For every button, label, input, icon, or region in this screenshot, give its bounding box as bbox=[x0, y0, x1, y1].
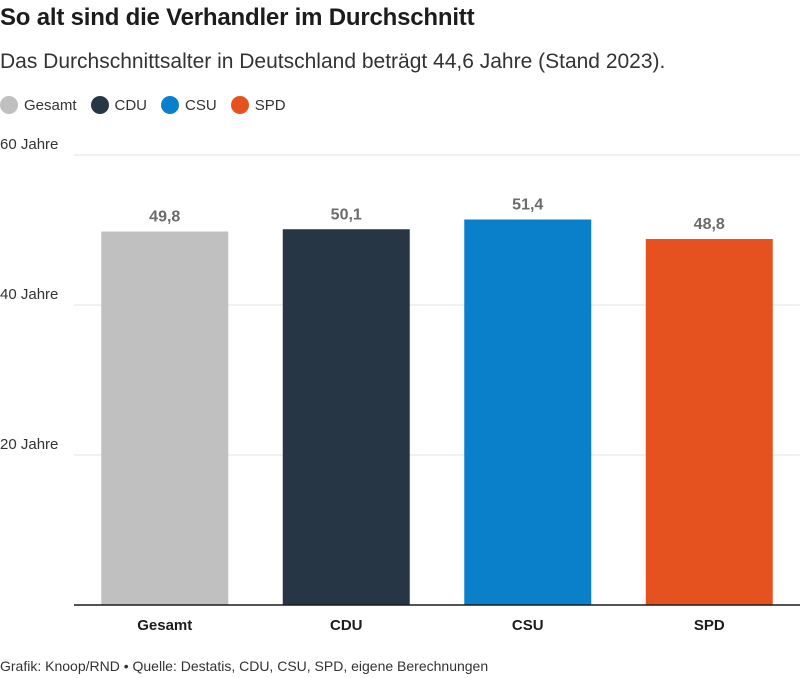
data-label: 48,8 bbox=[694, 216, 725, 233]
data-label: 51,4 bbox=[512, 197, 543, 214]
legend-swatch-csu bbox=[161, 96, 180, 114]
source-footer: Grafik: Knoop/RND • Quelle: Destatis, CD… bbox=[0, 658, 489, 674]
legend-swatch-gesamt bbox=[0, 96, 18, 114]
legend-swatch-spd bbox=[230, 96, 249, 114]
chart-title: So alt sind die Verhandler im Durchschni… bbox=[0, 4, 475, 31]
data-label: 50,1 bbox=[331, 206, 362, 223]
chart-subtitle: Das Durchschnittsalter in Deutschland be… bbox=[0, 50, 666, 73]
bar bbox=[101, 231, 229, 605]
x-tick-label: SPD bbox=[694, 617, 725, 634]
y-tick-label: 20 Jahre bbox=[0, 436, 58, 453]
x-tick-label: Gesamt bbox=[137, 617, 192, 634]
x-tick-label: CSU bbox=[512, 617, 544, 634]
bar bbox=[645, 239, 773, 605]
data-label: 49,8 bbox=[149, 209, 180, 226]
x-tick-label: CDU bbox=[330, 617, 363, 634]
legend-item-spd: SPD bbox=[230, 96, 286, 114]
legend-swatch-cdu bbox=[90, 96, 109, 114]
bar bbox=[282, 229, 410, 605]
legend-label-csu: CSU bbox=[185, 96, 217, 114]
y-tick-label: 60 Jahre bbox=[0, 136, 58, 153]
y-tick-label: 40 Jahre bbox=[0, 286, 58, 303]
legend-item-csu: CSU bbox=[161, 96, 217, 114]
legend-item-cdu: CDU bbox=[90, 96, 148, 114]
bar bbox=[464, 219, 592, 605]
legend-label-spd: SPD bbox=[254, 96, 286, 114]
legend-label-gesamt: Gesamt bbox=[24, 96, 77, 114]
legend-label-cdu: CDU bbox=[114, 96, 148, 114]
legend-item-gesamt: Gesamt bbox=[0, 96, 77, 114]
chart-legend: Gesamt CDU CSU SPD bbox=[0, 96, 300, 114]
